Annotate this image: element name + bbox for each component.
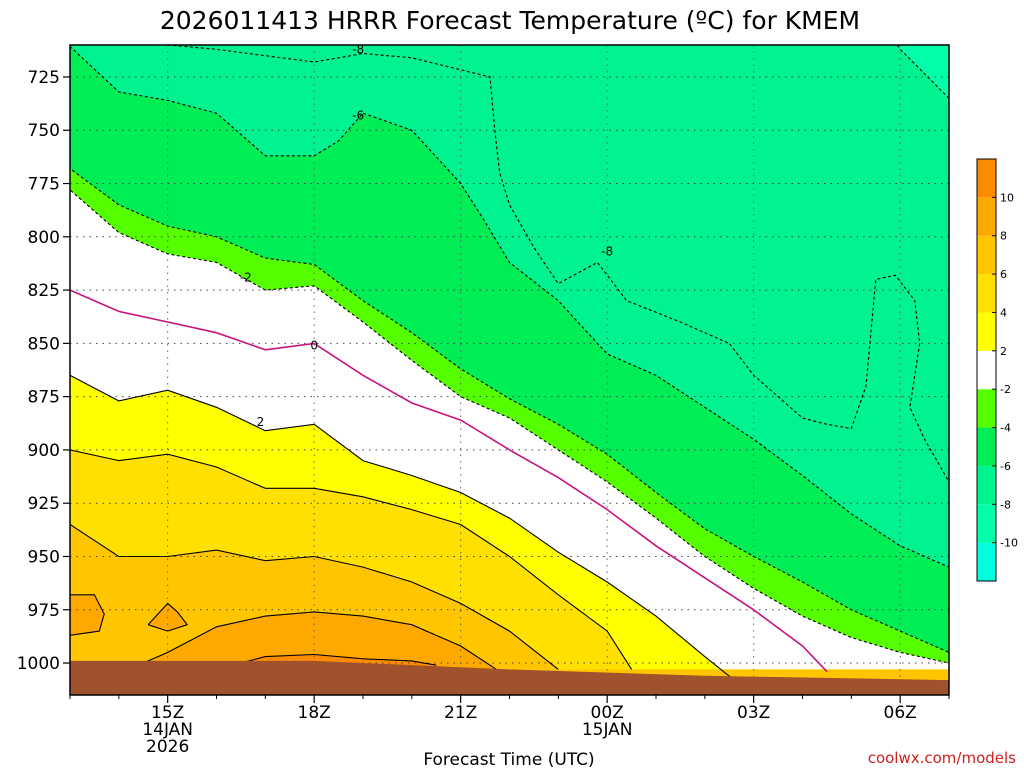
x-tick-label: 00Z [591,703,624,723]
isotherm-4 [70,449,633,670]
y-tick-label: 850 [28,334,60,354]
contour-label: 0 [310,338,318,352]
contour-label: -8 [601,245,613,259]
x-tick-label: 21Z [444,703,477,723]
contour-label-text: -8 [352,42,364,56]
grid-layer [70,45,949,695]
colorbar-label: -2 [1000,383,1011,396]
colorbar-swatch [977,312,996,351]
ground-layer [70,660,949,695]
colorbar-swatch [977,235,996,275]
y-tick-label: 975 [28,601,60,621]
x-axis-label: Forecast Time (UTC) [423,750,594,768]
colorbar-label: -8 [1000,498,1011,511]
contour-label: -8 [352,42,364,56]
colorbar-label: 4 [1000,306,1007,319]
colorbar-label: 2 [1000,345,1007,358]
contour-label-text: 2 [257,415,265,429]
isotherm--8 [896,45,949,99]
x-tick-label: 15Z [151,703,184,723]
ground-terrain [70,660,949,695]
x-tick-label: 03Z [737,703,770,723]
y-tick-label: 950 [28,547,60,567]
contour-label-text: -8 [601,245,613,259]
colorbar-label: 10 [1000,191,1014,204]
isotherm-8 [147,602,189,632]
contour-label: -2 [240,270,252,284]
y-tick-label: 775 [28,175,60,195]
y-tick-label: 800 [28,228,60,248]
contour-label: -6 [352,108,364,122]
y-tick-label: 825 [28,281,60,301]
chart-title: 2026011413 HRRR Forecast Temperature (ºC… [160,6,860,35]
colorbar-label: -4 [1000,422,1011,435]
colorbar: -10 -8 -6 -4 -2 2 4 6 8 10 [976,158,1018,582]
temperature-fill-layer [70,45,949,695]
y-axis: 725 750 775 800 825 850 875 900 925 950 975 1000 [17,68,70,674]
colorbar-label: -10 [1000,537,1018,550]
colorbar-label: -6 [1000,460,1011,473]
colorbar-swatch [977,350,996,390]
isotherm-8 [143,611,501,673]
x-tick-label: 18Z [298,703,331,723]
x-tick-label: 14JAN [142,720,193,740]
isotherm--2 [70,189,949,664]
isotherm--6 [70,45,949,568]
colorbar-label: 8 [1000,230,1007,243]
y-tick-label: 900 [28,441,60,461]
y-tick-label: 1000 [17,654,60,674]
colorbar-swatch [977,389,996,428]
y-tick-label: 725 [28,68,60,88]
x-tick-label: 15JAN [582,720,633,740]
isotherm-layer [70,45,949,681]
contour-label-layer: -8 -6 -8 -2 0 2 [240,42,613,429]
isotherm-2 [70,374,735,681]
y-tick-label: 750 [28,121,60,141]
x-tick-label: 06Z [884,703,917,723]
isotherm-10 [240,653,437,666]
colorbar-swatch [977,159,996,198]
contour-label-text: -6 [352,108,364,122]
colorbar-swatch [977,274,996,313]
contour-label-text: -2 [240,270,252,284]
x-tick-label: 2026 [146,737,189,757]
colorbar-swatch [977,465,996,505]
colorbar-swatch [977,542,996,581]
fill-8-to-10 [70,594,105,636]
contour-label-text: 0 [310,338,318,352]
credit-text: coolwx.com/models [868,749,1016,767]
isotherm--8 [166,45,949,483]
colorbar-swatch [977,504,996,543]
contour-label: 2 [257,415,265,429]
y-tick-label: 925 [28,494,60,514]
isotherm-8 [70,594,105,636]
isotherm--4 [70,168,949,653]
colorbar-frame [976,158,997,582]
isotherm-6 [70,523,559,670]
colorbar-swatch [977,197,996,236]
y-tick-label: 875 [28,388,60,408]
colorbar-swatch [977,427,996,466]
isotherm-0 [70,289,828,673]
colorbar-label: 6 [1000,268,1007,281]
